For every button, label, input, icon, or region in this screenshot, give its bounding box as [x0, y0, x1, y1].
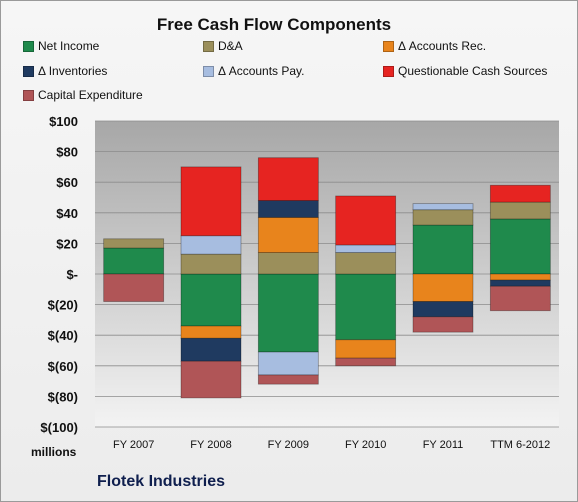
legend-swatch	[23, 65, 34, 77]
y-tick-label: $60	[56, 175, 78, 190]
legend-item: Δ Inventories	[23, 64, 107, 78]
y-tick-label: $(100)	[40, 420, 78, 435]
bar-segment	[335, 244, 397, 253]
legend-item: Δ Accounts Pay.	[203, 64, 305, 78]
bar-segment	[335, 357, 397, 367]
bar-segment	[257, 252, 319, 275]
y-tick-label: $(40)	[48, 328, 78, 343]
y-unit-label: millions	[31, 445, 77, 459]
bar-segment	[335, 195, 397, 246]
legend-item: D&A	[203, 39, 243, 53]
legend-swatch	[203, 65, 214, 77]
y-tick-label: $80	[56, 145, 78, 160]
y-tick-label: $(20)	[48, 298, 78, 313]
bar-segment	[180, 337, 242, 362]
bar-segment	[412, 203, 474, 211]
bar-segment	[180, 360, 242, 399]
bar-segment	[103, 273, 165, 302]
legend-swatch	[383, 65, 394, 77]
legend-label: Capital Expenditure	[38, 88, 143, 102]
legend-item: Questionable Cash Sources	[383, 64, 547, 78]
bar-segment	[180, 273, 242, 327]
y-tick-label: $(60)	[48, 359, 78, 374]
x-tick-label: FY 2009	[268, 439, 309, 451]
x-tick-label: FY 2007	[113, 439, 154, 451]
bar-segment	[412, 209, 474, 226]
bar-segment	[257, 351, 319, 376]
bar-segment	[412, 273, 474, 302]
bar-segment	[180, 325, 242, 339]
y-tick-label: $-	[66, 267, 78, 282]
x-tick-label: FY 2011	[423, 439, 464, 451]
y-tick-label: $100	[49, 114, 78, 129]
legend-swatch	[203, 40, 214, 52]
legend-label: D&A	[218, 39, 243, 53]
bar-segment	[180, 253, 242, 275]
bar-segment	[335, 273, 397, 341]
legend-item: Net Income	[23, 39, 99, 53]
y-tick-label: $20	[56, 236, 78, 251]
bar-segment	[412, 316, 474, 333]
bar-segment	[180, 235, 242, 255]
bar-segment	[412, 224, 474, 275]
x-tick-label: TTM 6-2012	[490, 439, 550, 451]
bar-segment	[335, 252, 397, 275]
bar-segment	[103, 238, 165, 249]
bar-segment	[489, 184, 551, 203]
bar-segment	[103, 247, 165, 275]
legend-item: Capital Expenditure	[23, 88, 143, 102]
legend-label: Δ Inventories	[38, 64, 108, 78]
bar-segment	[180, 166, 242, 237]
chart-title: Free Cash Flow Components	[156, 15, 392, 34]
bar-segment	[412, 301, 474, 318]
bar-segment	[257, 216, 319, 253]
legend-label: Δ Accounts Pay.	[218, 64, 305, 78]
bar-segment	[489, 279, 551, 287]
x-tick-label: FY 2008	[190, 439, 231, 451]
legend-item: Δ Accounts Rec.	[383, 39, 486, 53]
x-tick-label: FY 2010	[345, 439, 386, 451]
company-name: Flotek Industries	[97, 473, 226, 490]
bar-segment	[489, 218, 551, 275]
bar-segment	[335, 339, 397, 359]
bar-segment	[257, 157, 319, 201]
y-tick-label: $(80)	[48, 389, 78, 404]
legend-label: Questionable Cash Sources	[398, 64, 548, 78]
legend-label: Δ Accounts Rec.	[398, 39, 487, 53]
legend-label: Net Income	[38, 39, 100, 53]
legend-swatch	[23, 89, 34, 101]
bar-segment	[489, 285, 551, 312]
legend-swatch	[383, 40, 394, 52]
bar-segment	[489, 273, 551, 281]
y-tick-label: $40	[56, 206, 78, 221]
bar-segment	[257, 200, 319, 218]
bar-segment	[257, 374, 319, 385]
legend-swatch	[23, 40, 34, 52]
bar-segment	[489, 201, 551, 220]
bar-segment	[257, 273, 319, 353]
